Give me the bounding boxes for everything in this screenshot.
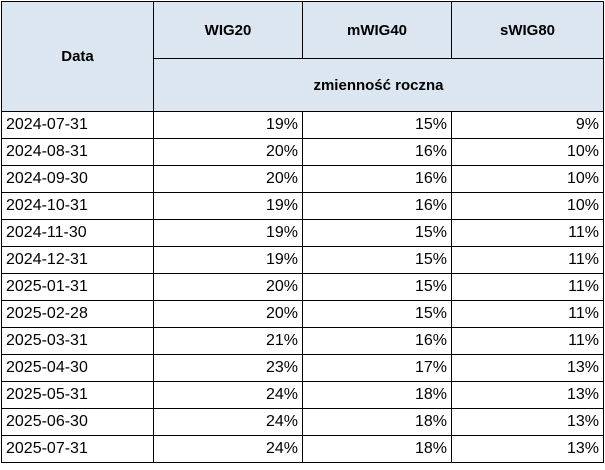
- value-cell: 15%: [302, 273, 452, 301]
- value-cell: 11%: [451, 246, 604, 274]
- data-row: 2024-07-31 19% 15% 9%: [1, 111, 604, 139]
- data-row: 2025-02-28 20% 15% 11%: [1, 300, 604, 328]
- value-cell: 23%: [153, 354, 303, 382]
- value-cell: 11%: [451, 219, 604, 247]
- date-cell: 2025-04-30: [1, 354, 154, 382]
- value-cell: 20%: [153, 138, 303, 166]
- value-cell: 18%: [302, 381, 452, 409]
- data-row: 2024-10-31 19% 16% 10%: [1, 192, 604, 220]
- volatility-table: Data WIG20 mWIG40 sWIG80 zmienność roczn…: [1, 1, 604, 463]
- value-cell: 18%: [302, 435, 452, 463]
- value-cell: 24%: [153, 408, 303, 436]
- value-cell: 10%: [451, 192, 604, 220]
- value-cell: 9%: [451, 111, 604, 139]
- date-cell: 2025-03-31: [1, 327, 154, 355]
- value-cell: 16%: [302, 192, 452, 220]
- value-cell: 24%: [153, 435, 303, 463]
- date-cell: 2025-01-31: [1, 273, 154, 301]
- column-header: sWIG80: [451, 1, 604, 59]
- value-cell: 16%: [302, 165, 452, 193]
- value-cell: 19%: [153, 219, 303, 247]
- subheader: zmienność roczna: [153, 58, 604, 112]
- value-cell: 16%: [302, 138, 452, 166]
- value-cell: 20%: [153, 273, 303, 301]
- value-cell: 15%: [302, 246, 452, 274]
- data-row: 2025-01-31 20% 15% 11%: [1, 273, 604, 301]
- data-row: 2025-04-30 23% 17% 13%: [1, 354, 604, 382]
- value-cell: 15%: [302, 111, 452, 139]
- value-cell: 11%: [451, 273, 604, 301]
- value-cell: 13%: [451, 408, 604, 436]
- value-cell: 11%: [451, 327, 604, 355]
- data-row: 2024-12-31 19% 15% 11%: [1, 246, 604, 274]
- value-cell: 24%: [153, 381, 303, 409]
- table-header: Data WIG20 mWIG40 sWIG80 zmienność roczn…: [1, 1, 604, 112]
- date-cell: 2025-07-31: [1, 435, 154, 463]
- value-cell: 10%: [451, 138, 604, 166]
- value-cell: 15%: [302, 219, 452, 247]
- value-cell: 20%: [153, 300, 303, 328]
- date-cell: 2025-05-31: [1, 381, 154, 409]
- value-cell: 21%: [153, 327, 303, 355]
- date-cell: 2024-11-30: [1, 219, 154, 247]
- date-cell: 2024-07-31: [1, 111, 154, 139]
- column-header: WIG20: [153, 1, 303, 59]
- date-cell: 2025-06-30: [1, 408, 154, 436]
- value-cell: 19%: [153, 246, 303, 274]
- data-row: 2024-11-30 19% 15% 11%: [1, 219, 604, 247]
- data-row: 2024-09-30 20% 16% 10%: [1, 165, 604, 193]
- column-header: mWIG40: [302, 1, 452, 59]
- table-body: 2024-07-31 19% 15% 9% 2024-08-31 20% 16% 10% 202…: [1, 111, 604, 463]
- data-row: 2025-03-31 21% 16% 11%: [1, 327, 604, 355]
- value-cell: 18%: [302, 408, 452, 436]
- value-cell: 17%: [302, 354, 452, 382]
- value-cell: 19%: [153, 192, 303, 220]
- date-header: Data: [1, 1, 154, 112]
- data-row: 2025-07-31 24% 18% 13%: [1, 435, 604, 463]
- value-cell: 15%: [302, 300, 452, 328]
- data-row: 2025-06-30 24% 18% 13%: [1, 408, 604, 436]
- data-row: 2024-08-31 20% 16% 10%: [1, 138, 604, 166]
- value-cell: 13%: [451, 381, 604, 409]
- value-cell: 20%: [153, 165, 303, 193]
- value-cell: 13%: [451, 435, 604, 463]
- subheader-row: zmienność roczna: [2, 58, 604, 112]
- value-cell: 19%: [153, 111, 303, 139]
- value-cell: 10%: [451, 165, 604, 193]
- date-cell: 2024-10-31: [1, 192, 154, 220]
- date-cell: 2024-09-30: [1, 165, 154, 193]
- value-cell: 11%: [451, 300, 604, 328]
- value-cell: 13%: [451, 354, 604, 382]
- date-cell: 2024-08-31: [1, 138, 154, 166]
- date-cell: 2025-02-28: [1, 300, 154, 328]
- date-cell: 2024-12-31: [1, 246, 154, 274]
- header-row: Data WIG20 mWIG40 sWIG80: [1, 1, 604, 112]
- value-cell: 16%: [302, 327, 452, 355]
- data-row: 2025-05-31 24% 18% 13%: [1, 381, 604, 409]
